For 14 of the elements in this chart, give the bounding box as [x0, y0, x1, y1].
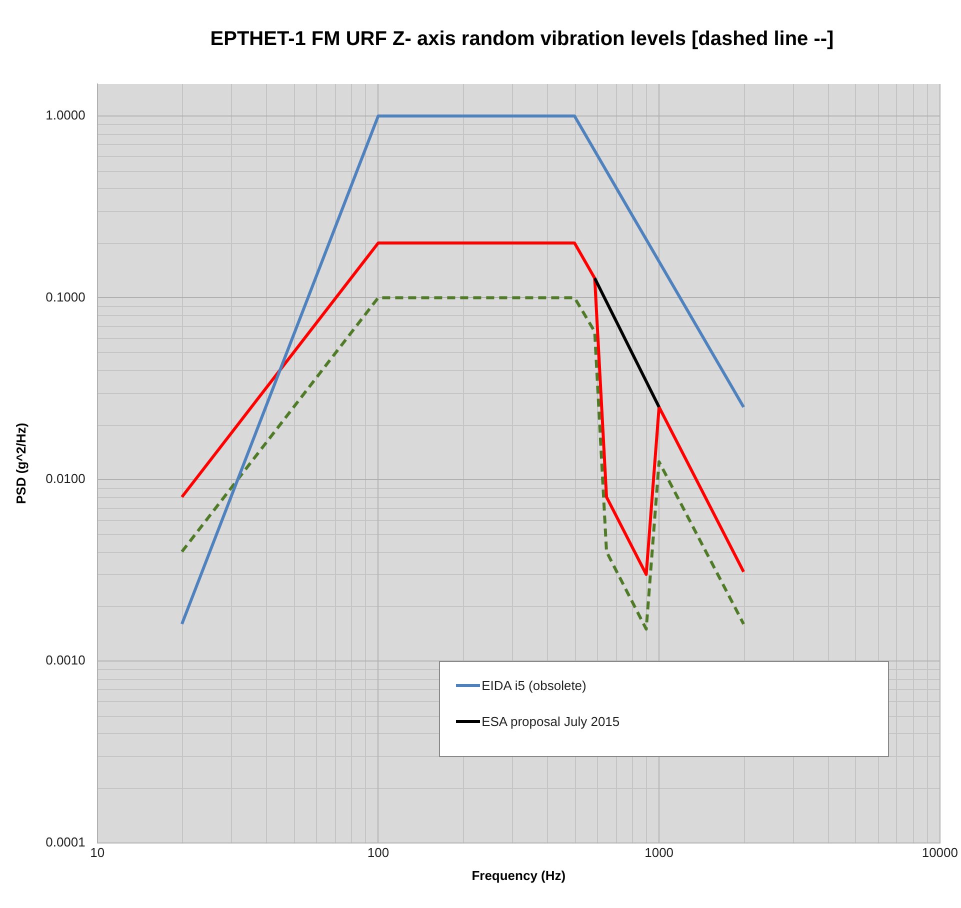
y-axis-title: PSD (g^2/Hz)	[13, 422, 28, 504]
y-tick-label: 0.0010	[46, 652, 86, 668]
y-tick-label: 1.0000	[46, 108, 86, 123]
legend-label: ESA proposal July 2015	[482, 714, 620, 730]
x-tick-label: 10	[90, 845, 105, 860]
chart-title: EPTHET-1 FM URF Z- axis random vibration levels [dashed line --]	[209, 28, 835, 51]
x-tick-label: 10000	[922, 845, 958, 860]
x-tick-label: 100	[367, 845, 390, 860]
x-tick-label: 1000	[644, 845, 674, 860]
y-tick-label: 0.0001	[46, 834, 86, 850]
y-tick-label: 0.0100	[46, 470, 86, 486]
y-tick-label: 0.1000	[46, 289, 86, 304]
legend-label: EIDA i5 (obsolete)	[482, 678, 586, 694]
x-axis-title: Frequency (Hz)	[472, 868, 566, 883]
